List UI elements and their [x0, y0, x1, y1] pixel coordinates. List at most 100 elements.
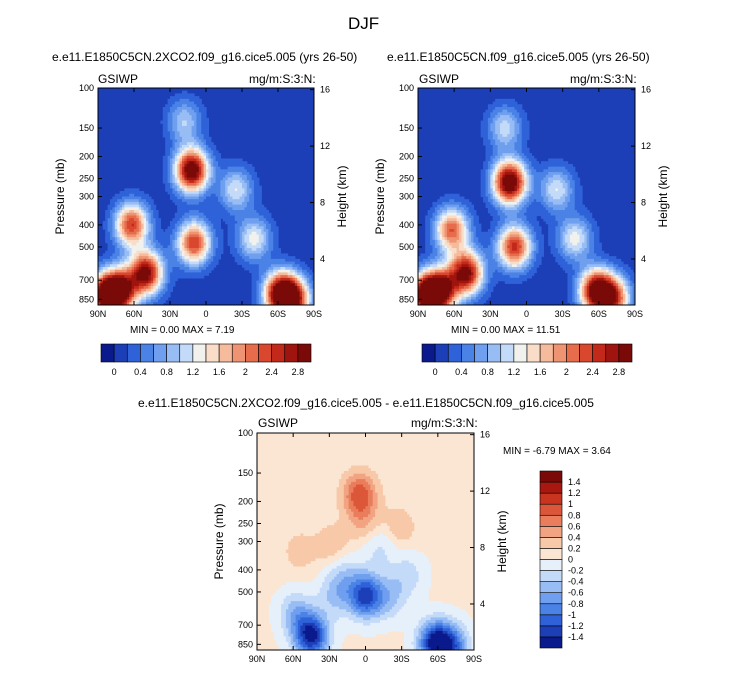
field-cell — [524, 182, 528, 187]
field-cell — [237, 250, 241, 255]
field-cell — [105, 261, 109, 265]
field-cell — [499, 139, 503, 143]
field-cell — [567, 182, 571, 187]
field-cell — [299, 296, 303, 301]
field-cell — [249, 218, 253, 222]
field-cell — [117, 250, 121, 255]
field-cell — [565, 180, 569, 184]
field-cell — [572, 193, 576, 198]
field-cell — [112, 201, 116, 206]
field-cell — [184, 234, 188, 238]
field-cell — [560, 169, 564, 173]
field-cell — [512, 177, 516, 181]
field-cell — [182, 125, 185, 130]
field-cell — [230, 210, 233, 214]
field-cell — [499, 120, 503, 124]
field-cell — [282, 277, 286, 282]
field-cell — [302, 296, 305, 301]
field-cell — [136, 242, 140, 246]
field-cell — [490, 131, 494, 135]
field-cell — [280, 258, 284, 263]
field-cell — [146, 291, 149, 295]
field-cell — [162, 174, 166, 179]
field-cell — [282, 264, 286, 268]
field-cell — [512, 166, 516, 170]
field-cell — [266, 210, 269, 214]
field-cell — [545, 166, 549, 170]
field-cell — [165, 106, 169, 111]
field-cell — [194, 115, 197, 119]
field-cell — [492, 196, 496, 200]
field-cell — [545, 174, 549, 179]
field-cell — [254, 261, 257, 265]
field-cell — [131, 269, 135, 274]
field-cell — [514, 191, 518, 195]
field-cell — [555, 169, 559, 173]
field-cell — [107, 204, 111, 208]
field-cell — [526, 147, 530, 151]
field-cell — [261, 242, 265, 246]
field-cell — [194, 218, 197, 222]
field-cell — [174, 106, 178, 111]
field-cell — [234, 166, 238, 170]
field-cell — [189, 101, 193, 105]
field-cell — [512, 182, 516, 187]
field-cell — [107, 261, 111, 265]
field-cell — [194, 229, 197, 233]
field-cell — [232, 172, 236, 176]
field-cell — [237, 223, 241, 227]
field-cell — [203, 142, 207, 146]
field-cell — [98, 280, 101, 284]
field-cell — [174, 172, 178, 176]
field-cell — [569, 210, 573, 214]
field-cell — [545, 210, 549, 214]
field-cell — [497, 155, 501, 160]
field-cell — [167, 104, 171, 108]
field-cell — [148, 269, 152, 274]
field-cell — [107, 299, 111, 303]
field-cell — [174, 199, 178, 203]
field-cell — [242, 220, 245, 225]
field-cell — [102, 220, 106, 225]
field-cell — [136, 201, 140, 206]
field-cell — [100, 294, 104, 298]
field-cell — [129, 234, 133, 238]
field-cell — [134, 248, 137, 252]
field-cell — [167, 177, 171, 181]
field-cell — [174, 96, 178, 100]
field-cell — [184, 104, 188, 108]
field-cell — [533, 161, 537, 165]
field-cell — [495, 182, 499, 187]
field-cell — [201, 106, 205, 111]
field-cell — [244, 204, 248, 208]
field-cell — [256, 215, 260, 219]
field-cell — [143, 215, 147, 219]
field-cell — [191, 248, 195, 252]
field-cell — [146, 199, 149, 203]
field-cell — [189, 177, 193, 181]
field-cell — [141, 239, 145, 244]
field-cell — [497, 139, 501, 143]
field-cell — [232, 234, 236, 238]
field-cell — [480, 174, 484, 179]
field-cell — [160, 269, 164, 274]
field-cell — [230, 163, 233, 168]
field-cell — [98, 277, 101, 282]
field-cell — [536, 177, 540, 181]
field-cell — [239, 256, 243, 260]
field-cell — [258, 229, 262, 233]
field-cell — [186, 112, 190, 116]
field-cell — [182, 169, 185, 173]
field-cell — [198, 269, 202, 274]
field-cell — [299, 291, 303, 295]
field-cell — [227, 234, 231, 238]
field-cell — [143, 237, 147, 241]
field-cell — [160, 234, 164, 238]
field-cell — [249, 250, 253, 255]
field-cell — [124, 277, 128, 282]
field-cell — [174, 147, 178, 151]
field-cell — [186, 117, 190, 122]
field-cell — [536, 185, 540, 189]
field-cell — [167, 158, 171, 162]
field-cell — [194, 210, 197, 214]
